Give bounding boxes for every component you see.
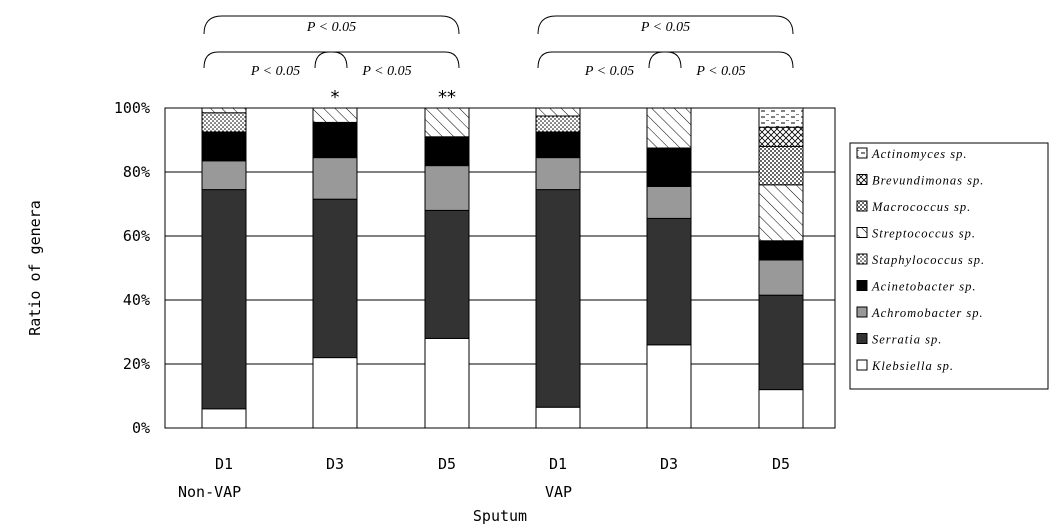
- legend-label: Acinetobacter sp.: [871, 280, 976, 294]
- legend-frame: [849, 142, 1049, 390]
- bar-segment: [758, 107, 804, 128]
- gridlines: [165, 171, 835, 365]
- bar-segment: [535, 406, 581, 429]
- bar-segment: [535, 131, 581, 159]
- group-label: VAP: [545, 483, 572, 501]
- significance-label: P < 0.05: [250, 64, 300, 79]
- x-axis-label: Sputum: [473, 507, 527, 525]
- significance-star: **: [438, 87, 456, 108]
- bar-segment: [424, 337, 470, 429]
- x-tick-label: D3: [326, 455, 344, 473]
- legend-swatch: [856, 147, 868, 159]
- y-axis-label: Ratio of genera: [26, 200, 44, 335]
- significance-bracket: [203, 15, 460, 35]
- legend-label: Brevundimonas sp.: [872, 174, 984, 188]
- x-tick-label: D3: [660, 455, 678, 473]
- bar-segment: [424, 165, 470, 211]
- legend-label: Achromobacter sp.: [871, 306, 984, 320]
- legend-label: Klebsiella sp.: [871, 359, 954, 373]
- y-tick-label: 20%: [123, 355, 150, 373]
- bar-segment: [535, 107, 581, 117]
- significance-bracket: [314, 51, 460, 69]
- bar-segment: [646, 107, 692, 149]
- y-axis: 0% 20% 40% 60% 80% 100%: [114, 99, 150, 437]
- bars: [201, 107, 804, 429]
- plot-area: [164, 107, 836, 429]
- legend-swatch: [856, 359, 868, 371]
- significance-label: P < 0.05: [306, 20, 356, 35]
- bar-segment: [535, 189, 581, 408]
- significance-bracket: [537, 15, 794, 35]
- bar-segment: [535, 115, 581, 133]
- bar-segment: [312, 121, 358, 159]
- legend-swatch: [856, 333, 868, 344]
- legend-label: Streptococcus sp.: [872, 227, 976, 241]
- bar-segment: [201, 107, 247, 114]
- bar-segment: [758, 145, 804, 186]
- bar-segment: [312, 107, 358, 123]
- y-tick-label: 80%: [123, 163, 150, 181]
- legend-swatch: [856, 200, 868, 212]
- bar-segment: [758, 184, 804, 242]
- y-tick-label: 40%: [123, 291, 150, 309]
- bar-segment: [646, 147, 692, 187]
- legend-label: Actinomyces sp.: [871, 147, 968, 161]
- significance-star: *: [331, 87, 340, 108]
- significance-label: P < 0.05: [695, 64, 745, 79]
- bar-segment: [758, 240, 804, 261]
- bar-segment: [201, 189, 247, 410]
- significance-label: P < 0.05: [640, 20, 690, 35]
- legend-swatch: [856, 280, 868, 291]
- bar-segment: [424, 209, 470, 339]
- bar-segment: [312, 357, 358, 429]
- x-tick-label: D5: [772, 455, 790, 473]
- x-axis: D1 D3 D5 D1 D3 D5 Non-VAP VAP: [178, 455, 790, 501]
- bar-segment: [201, 160, 247, 191]
- y-tick-label: 60%: [123, 227, 150, 245]
- annotations: P < 0.05 P < 0.05 P < 0.05 P < 0.05 P < 0.05…: [203, 15, 794, 108]
- x-tick-label: D1: [549, 455, 567, 473]
- significance-label: P < 0.05: [361, 64, 411, 79]
- x-tick-label: D1: [215, 455, 233, 473]
- legend-swatch: [856, 306, 868, 318]
- bar-segment: [646, 185, 692, 219]
- x-tick-label: D5: [438, 455, 456, 473]
- legend-swatch: [856, 174, 868, 185]
- bar-segment: [201, 112, 247, 133]
- bar-segment: [758, 126, 804, 147]
- significance-label: P < 0.05: [584, 64, 634, 79]
- legend-swatch: [856, 227, 868, 238]
- legend-swatch: [856, 253, 868, 265]
- bar-segment: [312, 157, 358, 200]
- legend-label: Serratia sp.: [872, 333, 942, 347]
- significance-bracket: [648, 51, 794, 69]
- bar-segment: [201, 131, 247, 162]
- bar-segment: [424, 107, 470, 138]
- significance-bracket: [203, 51, 348, 69]
- bar-segment: [758, 259, 804, 296]
- significance-bracket: [537, 51, 682, 69]
- bar-segment: [758, 294, 804, 391]
- legend-label: Macrococcus sp.: [871, 200, 971, 214]
- bar-segment: [201, 408, 247, 429]
- bar-segment: [646, 344, 692, 429]
- plot-frame: [164, 107, 836, 429]
- bar-segment: [424, 136, 470, 167]
- y-tick-label: 0%: [132, 419, 150, 437]
- y-tick-label: 100%: [114, 99, 150, 117]
- bar-segment: [758, 389, 804, 429]
- bar-segment: [312, 198, 358, 359]
- group-label: Non-VAP: [178, 483, 241, 501]
- legend-label: Staphylococcus sp.: [872, 253, 985, 267]
- bar-segment: [535, 157, 581, 191]
- legend: Actinomyces sp. Brevundimonas sp. Macrococ…: [849, 142, 1049, 390]
- bar-segment: [646, 217, 692, 346]
